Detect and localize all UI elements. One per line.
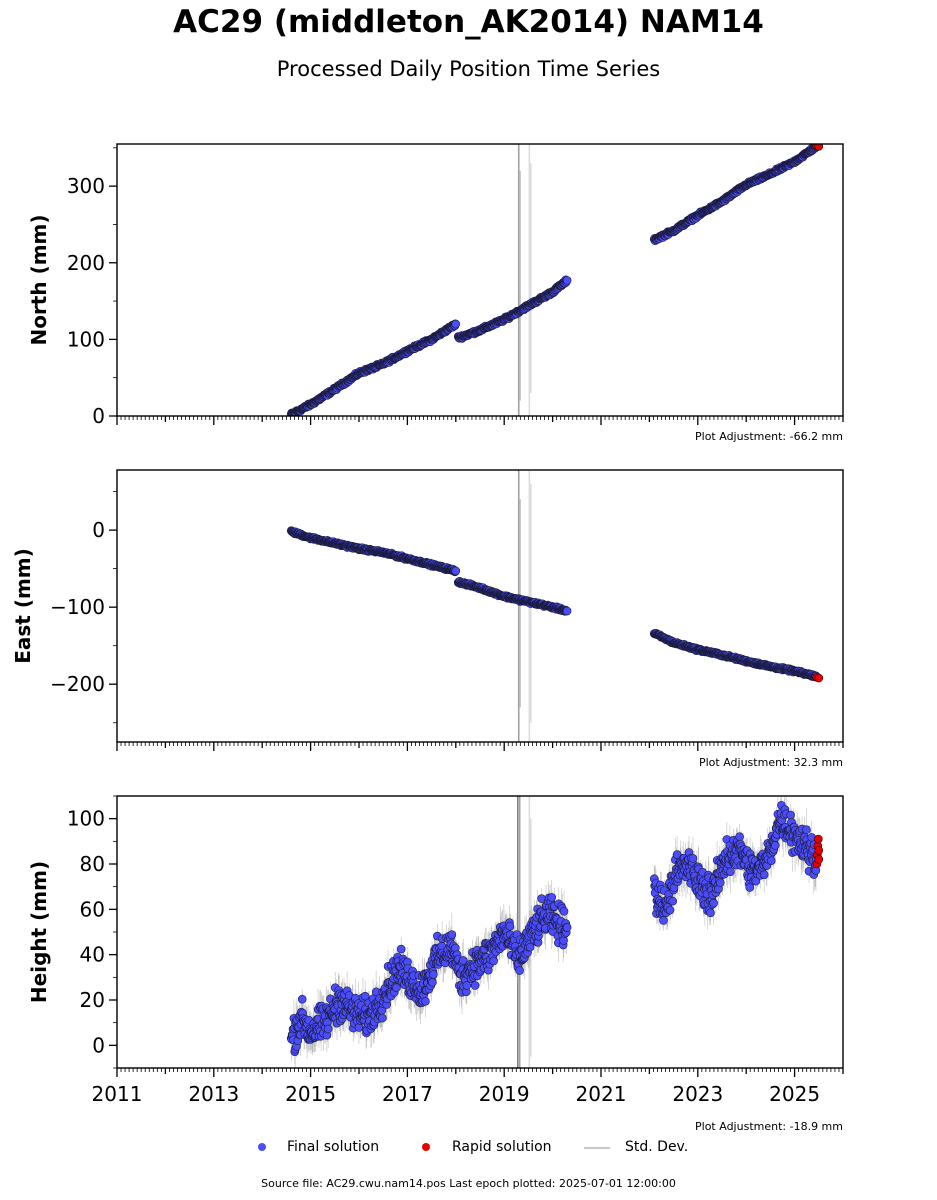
final-point [421,996,430,1006]
x-tick-label: 2023 [672,1082,723,1106]
legend-final-label: Final solution [287,1139,380,1155]
y-axis-label: Height (mm) [27,861,51,1003]
final-point [802,825,811,834]
rapid-point [814,834,823,844]
final-point [451,319,461,329]
final-point [458,956,468,965]
final-point [470,981,480,990]
east-panel: −200 −100 0 East (mm) Plot Adjustment: 32.3 … [11,469,844,769]
final-point [715,878,725,887]
legend: Final solution Rapid solution Std. Dev. [0,1137,937,1157]
final-point [396,944,406,954]
plot-adjustment: Plot Adjustment: 32.3 mm [699,756,843,769]
legend-std-label: Std. Dev. [625,1139,689,1155]
y-tick-label: 60 [80,897,105,921]
rapid-point [814,846,824,855]
plot-area [286,144,824,416]
north-panel: 0 100 200 300 North (mm) Plot Adjustment: -66… [27,143,844,443]
final-point [770,841,780,850]
final-point [505,921,515,931]
x-tick-label: 2021 [576,1082,627,1106]
rapid-point [814,855,824,864]
final-point [559,907,569,916]
y-tick-label: 300 [67,174,105,198]
final-point [668,896,678,906]
plot-adjustment: Plot Adjustment: -66.2 mm [695,430,843,443]
axes-frame [116,143,844,417]
plot-area [286,470,824,742]
final-point [447,930,457,939]
final-point [759,870,769,879]
final-point [706,908,715,918]
final-point [392,983,401,993]
final-point [726,867,735,877]
axes-frame [116,469,844,743]
final-point [378,1013,387,1023]
final-point [428,978,437,987]
legend-rapid-marker [422,1143,430,1151]
final-point [786,810,795,820]
final-point [525,942,535,952]
plot-adjustment: Plot Adjustment: -18.9 mm [695,1120,843,1133]
y-tick-label: 0 [92,518,105,542]
y-tick-label: 40 [80,943,105,967]
final-point [547,893,557,902]
y-tick-label: 0 [92,1033,105,1057]
final-point [323,1024,333,1034]
final-point [665,905,675,915]
page-title: AC29 (middleton_AK2014) NAM14 [173,4,764,40]
y-tick-label: −200 [50,672,105,696]
x-tick-label: 2015 [285,1082,336,1106]
final-point [462,981,472,990]
legend-final-marker [258,1143,266,1151]
y-tick-label: 80 [80,852,105,876]
final-point [354,1023,364,1032]
final-point [297,994,307,1004]
final-point [745,883,755,892]
final-point [515,966,524,975]
height-panel: 0 20 40 60 80 100 Height (mm) Plot Adjustment: … [27,795,844,1133]
source-footer: Source file: AC29.cwu.nam14.pos Last epo… [261,1177,676,1190]
final-point [688,854,698,863]
y-axis-label: East (mm) [11,548,35,664]
final-point [360,991,370,1001]
plot-area [286,796,824,1068]
y-tick-label: 200 [67,251,105,275]
y-tick-label: 100 [67,807,105,831]
y-tick-label: 0 [92,404,105,428]
x-tick-label: 2017 [382,1082,433,1106]
final-point [709,898,718,908]
y-tick-label: 20 [80,988,105,1012]
final-point [562,276,572,285]
final-point [562,923,572,932]
final-point [489,956,498,966]
x-tick-label: 2019 [479,1082,530,1106]
legend-std-line [584,1147,610,1149]
y-tick-label: 100 [67,327,105,351]
final-point [735,832,744,841]
final-point [659,916,668,925]
final-point [451,566,461,576]
page-subtitle: Processed Daily Position Time Series [276,57,661,81]
final-point [766,856,776,865]
x-tick-label: 2025 [769,1082,820,1106]
rapid-point [814,673,824,683]
x-tick-label: 2013 [188,1082,239,1106]
y-tick-label: −100 [50,595,105,619]
y-axis-label: North (mm) [27,214,51,345]
rapid-point [814,144,824,151]
legend-rapid-label: Rapid solution [452,1139,552,1155]
final-point [562,606,572,616]
x-tick-label: 2011 [92,1082,143,1106]
final-point [429,970,438,979]
